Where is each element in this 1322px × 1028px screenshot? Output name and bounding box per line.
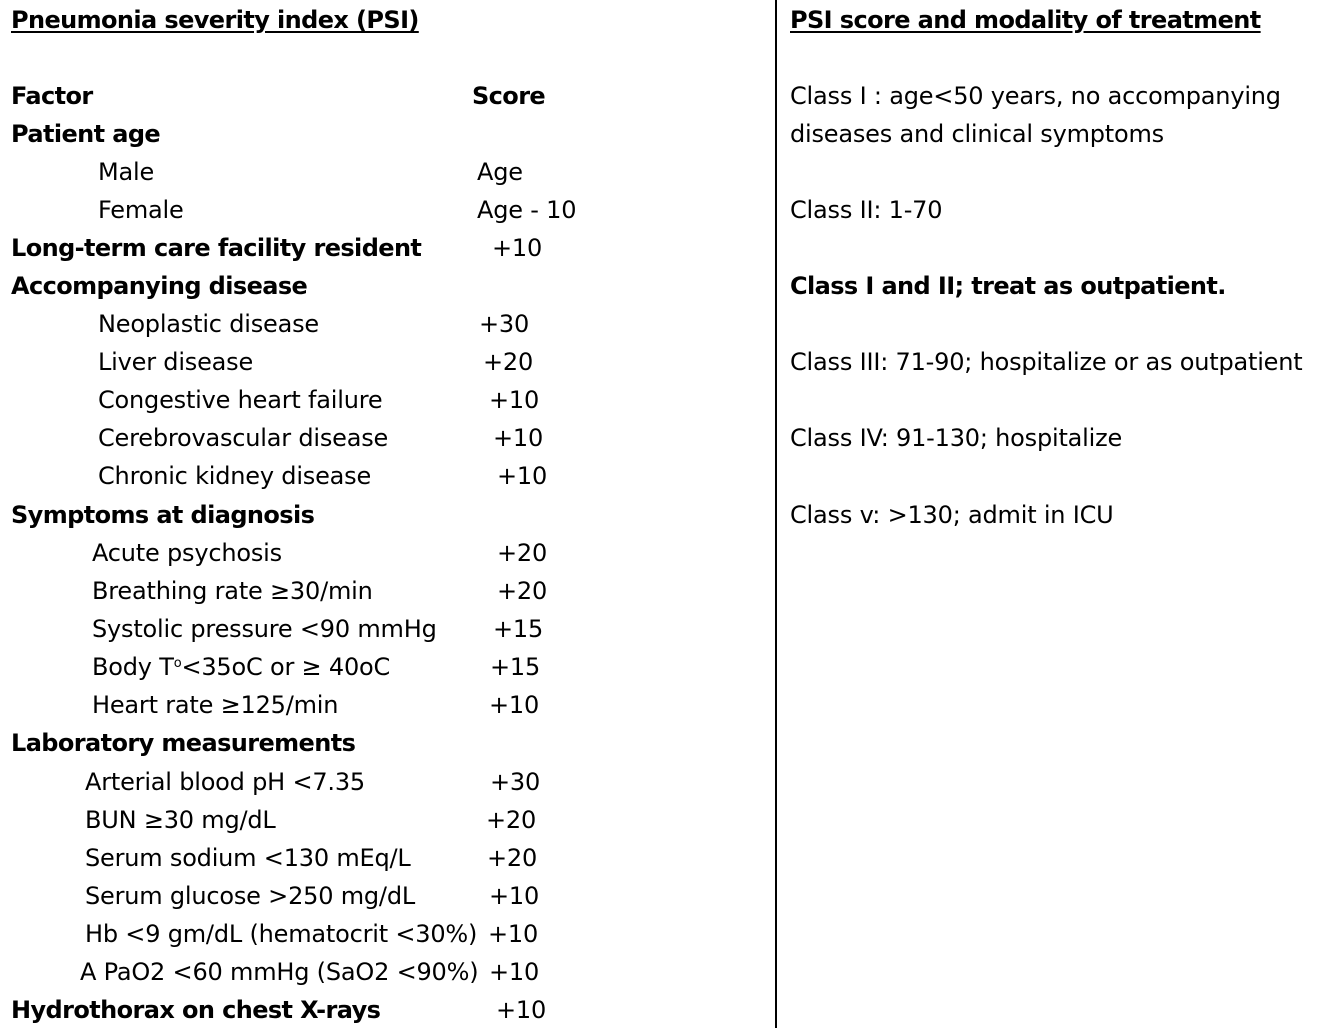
factor-label: Serum glucose >250 mg/dL (85, 882, 416, 910)
factor-score: +10 (493, 424, 544, 452)
factor-label: Symptoms at diagnosis (11, 501, 315, 529)
factor-score: +15 (493, 615, 544, 643)
right-title: PSI score and modality of treatment (790, 6, 1261, 34)
factor-label: A PaO2 <60 mmHg (SaO2 <90%) (80, 958, 479, 986)
factor-score: +10 (489, 882, 540, 910)
factor-score: +15 (490, 653, 541, 681)
factor-label: Long-term care facility resident (11, 234, 422, 262)
factor-label-part: Body T (92, 653, 174, 681)
superscript-o: o (173, 656, 182, 671)
factor-score: +10 (497, 462, 548, 490)
score-header: Score (472, 82, 546, 110)
factor-score: +10 (489, 691, 540, 719)
factor-label: Hb <9 gm/dL (hematocrit <30%) (85, 920, 478, 948)
factor-score: +20 (486, 806, 537, 834)
factor-score: +10 (489, 386, 540, 414)
factor-label: Chronic kidney disease (98, 462, 372, 490)
factor-score: +10 (496, 996, 547, 1024)
class-1-2-note: Class I and II; treat as outpatient. (790, 272, 1226, 300)
factor-score: +20 (487, 844, 538, 872)
factor-label: Serum sodium <130 mEq/L (85, 844, 411, 872)
class-3-text: Class III: 71-90; hospitalize or as outp… (790, 348, 1303, 376)
factor-header: Factor (11, 82, 93, 110)
factor-label: Accompanying disease (11, 272, 308, 300)
class-4-text: Class IV: 91-130; hospitalize (790, 424, 1123, 452)
factor-score: Age - 10 (477, 196, 577, 224)
factor-score: Age (477, 158, 523, 186)
factor-score: +30 (479, 310, 530, 338)
class-1-text: Class I : age<50 years, no accompanying (790, 82, 1281, 110)
factor-score: +20 (497, 539, 548, 567)
class-1-text-cont: diseases and clinical symptoms (790, 120, 1164, 148)
class-2-text: Class II: 1-70 (790, 196, 943, 224)
class-5-text: Class v: >130; admit in ICU (790, 501, 1114, 529)
factor-label: Cerebrovascular disease (98, 424, 389, 452)
factor-label: Female (98, 196, 184, 224)
factor-score: +10 (492, 234, 543, 262)
factor-score: +20 (497, 577, 548, 605)
factor-label: Patient age (11, 120, 161, 148)
factor-label: Laboratory measurements (11, 729, 356, 757)
factor-score: +10 (489, 958, 540, 986)
factor-label: Congestive heart failure (98, 386, 383, 414)
left-title: Pneumonia severity index (PSI) (11, 6, 419, 34)
factor-label: Heart rate ≥125/min (92, 691, 339, 719)
factor-label: Body To<35oC or ≥ 40oC (92, 652, 390, 682)
factor-label: Neoplastic disease (98, 310, 319, 338)
factor-label: Liver disease (98, 348, 254, 376)
factor-label: BUN ≥30 mg/dL (85, 806, 276, 834)
factor-label: Hydrothorax on chest X-rays (11, 996, 381, 1024)
factor-label: Arterial blood pH <7.35 (85, 768, 365, 796)
factor-label: Acute psychosis (92, 539, 282, 567)
factor-label: Male (98, 158, 155, 186)
factor-score: +10 (488, 920, 539, 948)
factor-score: +20 (483, 348, 534, 376)
factor-label: Systolic pressure <90 mmHg (92, 615, 437, 643)
factor-label-part: <35oC or ≥ 40oC (181, 653, 391, 681)
column-divider (775, 0, 777, 1028)
factor-label: Breathing rate ≥30/min (92, 577, 373, 605)
factor-score: +30 (490, 768, 541, 796)
